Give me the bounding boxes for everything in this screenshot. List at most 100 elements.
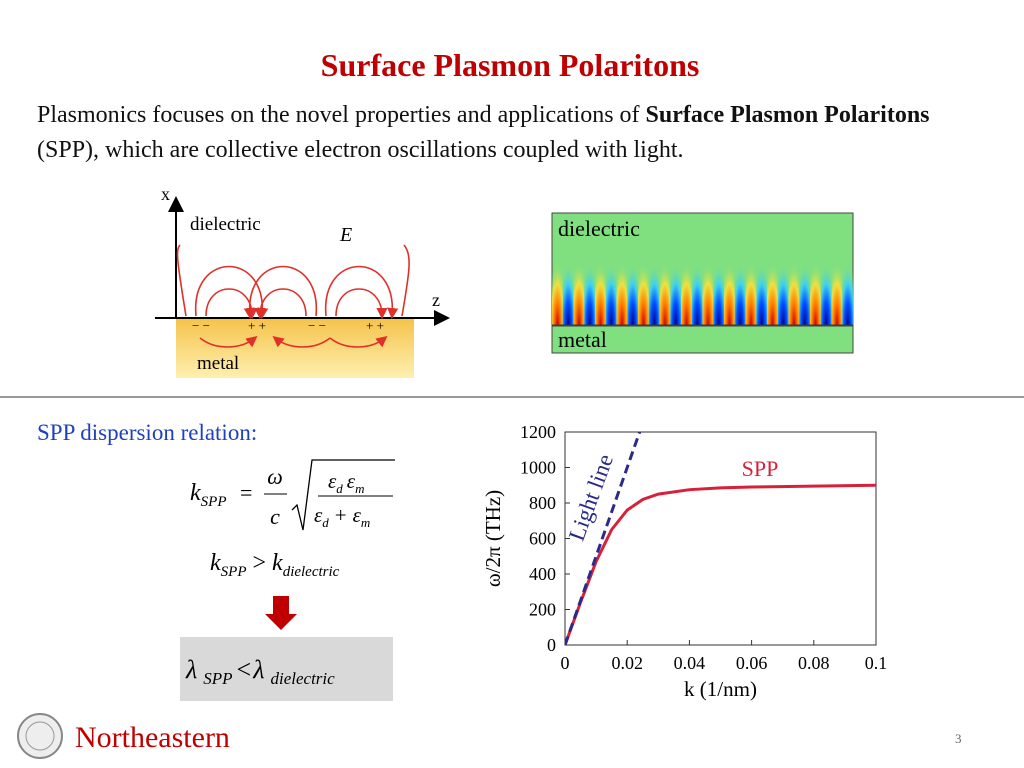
eq-subscript: SPP (221, 564, 247, 580)
footer: Northeastern 3 (17, 713, 962, 759)
field-lobe (810, 255, 821, 325)
field-lobe (788, 255, 800, 325)
eq-symbol: λ (252, 655, 264, 684)
charge-label: + + (366, 318, 384, 333)
field-lobe (552, 255, 563, 325)
equation: λ SPP <λ dielectric (185, 655, 335, 688)
x-tick-label: 0 (561, 653, 570, 673)
eq-symbol: k (190, 480, 201, 506)
logo-text: Northeastern (75, 721, 230, 754)
metal-region (551, 325, 854, 354)
field-lobe (767, 255, 778, 325)
field-lobe (584, 255, 596, 325)
series-line (565, 432, 642, 645)
field-lobe (670, 255, 682, 325)
y-tick-label: 1000 (520, 458, 556, 478)
seal (17, 713, 63, 759)
x-tick-label: 0.02 (611, 653, 643, 673)
section-heading: SPP dispersion relation: (37, 420, 257, 445)
field-lobe (638, 255, 649, 325)
intro-span: (SPP), which are collective electron osc… (37, 137, 684, 163)
charge-label: − − (192, 318, 210, 333)
field-lobe (724, 255, 735, 325)
eq-op: + (335, 503, 347, 527)
eq-term: εd + εm (314, 503, 370, 530)
y-axis-label: ω/2π (THz) (481, 490, 505, 587)
region-label: metal (197, 353, 239, 374)
eq-symbol: λ (185, 655, 197, 684)
eq-symbol: k (272, 550, 283, 576)
field-lobe (605, 255, 617, 325)
y-tick-label: 1200 (520, 422, 556, 442)
plot-frame (564, 431, 877, 646)
eq-subscript: d (322, 515, 329, 530)
intro-bold: Surface Plasmon Polaritons (645, 102, 930, 128)
eq-subscript: dielectric (270, 669, 335, 688)
equation: kSPP = ω c εd εm εd + εm (190, 459, 395, 531)
axis-label: z (432, 290, 440, 310)
field-lobe (745, 255, 757, 325)
charge-label: + + (248, 318, 266, 333)
y-tick-label: 400 (529, 564, 556, 584)
field-lobe (659, 255, 671, 325)
eq-op: > (252, 550, 266, 576)
slide-title: Surface Plasmon Polaritons (321, 47, 700, 83)
x-tick-label: 0.04 (674, 653, 706, 673)
eq-symbol: ε (353, 503, 362, 527)
field-lines (176, 244, 410, 348)
field-lobe (681, 255, 692, 325)
x-tick-label: 0.1 (865, 653, 888, 673)
eq-term: εd εm (328, 469, 364, 496)
field-lobe (595, 255, 606, 325)
field-lobe (562, 255, 574, 325)
eq-subscript: SPP (203, 669, 232, 688)
eq-symbol: ε (328, 469, 337, 493)
field-pattern (552, 255, 854, 325)
spp-diagram: x z dielectric E metal − − + + − − + + (155, 184, 450, 378)
eq-subscript: d (336, 481, 343, 496)
series-line (565, 483, 876, 645)
eq-symbol: c (270, 504, 280, 529)
region-label: metal (558, 327, 607, 352)
field-lobe (627, 255, 639, 325)
y-tick-label: 800 (529, 493, 556, 513)
y-tick-label: 600 (529, 529, 556, 549)
eq-subscript: SPP (201, 494, 227, 510)
eq-term: kSPP (190, 480, 226, 510)
series-label: SPP (742, 456, 779, 481)
region-label: dielectric (558, 216, 640, 241)
field-lobe (713, 255, 725, 325)
eq-subscript: m (361, 515, 370, 530)
field-lobe (756, 255, 768, 325)
field-lobe (573, 255, 585, 325)
intro-span: Plasmonics focuses on the novel properti… (37, 102, 646, 128)
eq-op: < (237, 655, 252, 684)
field-lobe (820, 255, 832, 325)
seal-inner (25, 721, 55, 751)
field-lobe (777, 255, 789, 325)
y-tick-label: 200 (529, 600, 556, 620)
region-label: dielectric (190, 214, 261, 235)
field-lobe (616, 255, 628, 325)
field-lobe (842, 255, 854, 325)
field-lobe (648, 255, 660, 325)
eq-subscript: dielectric (283, 564, 340, 580)
eq-symbol: ω (267, 464, 283, 489)
x-axis-label: k (1/nm) (684, 677, 757, 701)
sqrt-sign (291, 459, 395, 531)
field-simulation: dielectric metal (551, 212, 854, 354)
down-arrow (265, 596, 297, 630)
eq-symbol: k (210, 550, 221, 576)
field-lobe (831, 255, 843, 325)
metal-region (176, 318, 414, 378)
equation-box (180, 637, 393, 701)
eq-symbol: ε (347, 469, 356, 493)
x-tick-label: 0.06 (736, 653, 768, 673)
axis-label: x (161, 184, 170, 204)
x-tick-label: 0.08 (798, 653, 830, 673)
eq-subscript: m (355, 481, 364, 496)
y-tick-label: 0 (547, 635, 556, 655)
field-label: E (339, 224, 352, 246)
